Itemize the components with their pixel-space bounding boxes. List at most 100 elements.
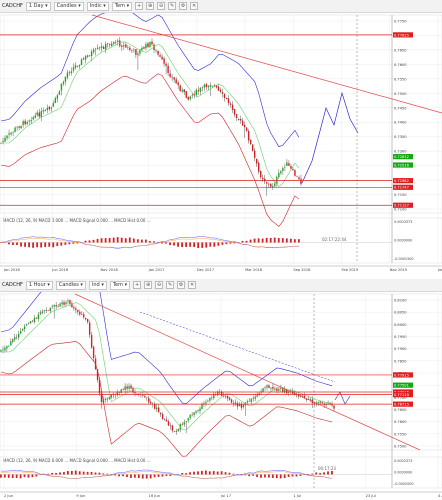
candle-body xyxy=(239,119,242,121)
templates-dropdown[interactable]: Tem ▾ xyxy=(109,280,131,290)
candle-body xyxy=(92,346,95,359)
price-axis-label: 0.8100 xyxy=(394,299,407,303)
candle-body xyxy=(185,421,187,422)
macd-histogram-bar xyxy=(311,473,314,475)
candle-body xyxy=(52,103,55,107)
macd-histogram-bar xyxy=(23,474,26,478)
symbol-label[interactable]: CADCHF xyxy=(2,282,23,288)
candle-body xyxy=(115,41,117,43)
drawing-icon[interactable]: ✎ xyxy=(168,2,177,10)
crosshair-icon[interactable]: + xyxy=(135,2,144,10)
candle-body xyxy=(16,337,18,339)
candle-body xyxy=(238,404,241,407)
settings-icon[interactable]: ⚙ xyxy=(177,281,186,289)
indicators-dropdown[interactable]: Indic ▾ xyxy=(86,1,109,11)
zoom-in-icon[interactable]: ⊕ xyxy=(144,281,153,289)
time-axis-label: 23 Jul xyxy=(366,494,376,498)
close-icon[interactable]: ✕ xyxy=(190,2,199,10)
candle-body xyxy=(280,388,282,389)
settings-icon[interactable]: ⚙ xyxy=(179,2,188,10)
candle-body xyxy=(90,334,93,348)
candle-body xyxy=(253,150,256,158)
interval-dropdown[interactable]: 1 Day ▾ xyxy=(25,1,51,11)
price-tag xyxy=(393,392,413,398)
candle-body xyxy=(159,55,161,57)
templates-dropdown[interactable]: Tem ▾ xyxy=(111,1,133,11)
candle-body xyxy=(222,395,225,397)
candle-body xyxy=(243,124,246,128)
candle-body xyxy=(39,312,42,315)
candle-body xyxy=(276,388,278,391)
macd-histogram-bar xyxy=(185,242,188,247)
dropdown-icon: ▾ xyxy=(124,281,128,288)
symbol-label[interactable]: CADCHF xyxy=(2,3,23,9)
zoom-out-icon[interactable]: ⊖ xyxy=(157,2,166,10)
macd-histogram-bar xyxy=(261,238,264,243)
candle-body xyxy=(221,391,223,396)
candle-body xyxy=(225,97,228,99)
candle-body xyxy=(298,177,300,180)
candle-body xyxy=(8,345,10,347)
macd-histogram-bar xyxy=(252,474,255,476)
chart-canvas[interactable]: 0.75515 H 0.77 ... C 0.7638 ... 0.75 ...… xyxy=(0,13,442,278)
price-tag xyxy=(393,401,413,407)
chart-canvas[interactable]: 0.77265 H 0.77266 L 0.77 ... C 0.77 ... … xyxy=(0,292,442,500)
candle-body xyxy=(0,350,2,352)
candle-body xyxy=(286,162,288,167)
candle-body xyxy=(83,314,85,318)
candle-body xyxy=(241,120,244,126)
candle-body xyxy=(169,425,172,427)
candle-body xyxy=(88,55,91,57)
close-icon[interactable]: ✕ xyxy=(188,281,197,289)
crosshair-icon[interactable]: + xyxy=(133,281,142,289)
macd-histogram-bar xyxy=(27,474,30,478)
candle-body xyxy=(110,395,113,398)
candle-body xyxy=(6,346,8,349)
candle-body xyxy=(4,347,6,351)
candle-body xyxy=(43,309,46,311)
zoom-out-icon[interactable]: ⊖ xyxy=(155,281,164,289)
candle-body xyxy=(199,408,201,411)
macd-histogram-bar xyxy=(94,472,97,475)
price-tag-label: 0.76715 xyxy=(394,403,409,407)
candle-body xyxy=(205,402,207,404)
candle-body xyxy=(104,43,107,50)
candle-body xyxy=(305,398,308,400)
macd-signal-line xyxy=(1,237,299,249)
interval-dropdown[interactable]: 1 Hour ▾ xyxy=(25,280,53,290)
price-axis-label: 0.7300 xyxy=(394,150,407,154)
price-tag-label: 0.77501 xyxy=(394,384,409,388)
candle-body xyxy=(57,306,59,308)
countdown-label: 00:17:23 xyxy=(318,466,336,471)
candle-body xyxy=(230,399,233,403)
macd-histogram-bar xyxy=(319,473,322,475)
candle-body xyxy=(209,397,211,401)
chart-type-dropdown[interactable]: Candles ▾ xyxy=(55,280,86,290)
candle-body xyxy=(124,386,126,391)
candle-body xyxy=(189,96,191,99)
macd-histogram-bar xyxy=(157,474,160,477)
upper-band-line xyxy=(0,13,300,148)
candle-body xyxy=(69,300,71,304)
candle-body xyxy=(272,186,274,188)
lower-band-line xyxy=(0,341,333,457)
zoom-in-icon[interactable]: ⊕ xyxy=(146,2,155,10)
time-axis-label: Jan 2016 xyxy=(3,268,21,272)
candle-body xyxy=(228,397,231,400)
drawing-icon[interactable]: ✎ xyxy=(166,281,175,289)
macd-histogram-bar xyxy=(293,239,296,243)
candle-body xyxy=(117,40,119,42)
macd-histogram-bar xyxy=(134,474,136,478)
macd-histogram-bar xyxy=(63,472,65,475)
candle-body xyxy=(242,404,245,408)
indicators-dropdown[interactable]: Ind ▾ xyxy=(88,280,107,290)
candle-body xyxy=(237,118,240,120)
candle-body xyxy=(290,166,292,169)
candle-body xyxy=(58,91,61,95)
moving-average-line xyxy=(0,302,333,431)
chart-type-dropdown[interactable]: Candles ▾ xyxy=(53,1,84,11)
candle-body xyxy=(123,45,125,47)
candle-body xyxy=(233,109,236,115)
macd-histogram-bar xyxy=(232,473,235,475)
